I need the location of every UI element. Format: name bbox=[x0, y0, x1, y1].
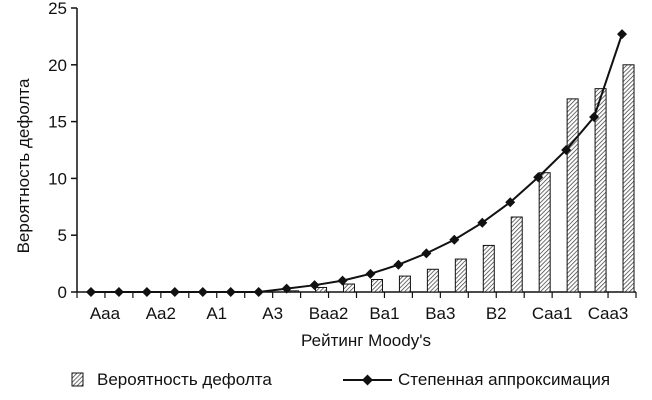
fit-point bbox=[477, 217, 488, 228]
fit-point bbox=[309, 280, 320, 291]
fit-point bbox=[113, 287, 124, 297]
x-tick-label: A3 bbox=[262, 304, 283, 323]
bar bbox=[482, 244, 495, 293]
fit-point bbox=[197, 287, 208, 297]
fit-point bbox=[533, 172, 544, 183]
fit-point bbox=[393, 259, 404, 270]
x-tick-label: Ba1 bbox=[369, 304, 399, 323]
y-tick-label: 20 bbox=[48, 56, 67, 75]
fit-point bbox=[225, 287, 236, 297]
fit-point bbox=[169, 287, 180, 297]
fit-point bbox=[365, 268, 376, 279]
bar bbox=[510, 216, 523, 293]
fit-point bbox=[141, 287, 152, 297]
legend-bar-swatch bbox=[71, 372, 84, 387]
y-axis-label: Вероятность дефолта bbox=[14, 78, 33, 253]
fit-point bbox=[253, 287, 264, 297]
x-tick-label: A1 bbox=[206, 304, 227, 323]
x-tick-label: Ba3 bbox=[425, 304, 455, 323]
bar bbox=[370, 279, 383, 293]
fit-point bbox=[281, 283, 292, 294]
fit-point bbox=[421, 248, 432, 259]
bar bbox=[426, 268, 439, 293]
x-tick-label: Caa3 bbox=[588, 304, 629, 323]
bars bbox=[287, 64, 635, 293]
fit-markers bbox=[85, 29, 628, 297]
fit-point bbox=[505, 197, 516, 208]
legend-line-label: Степенная аппроксимация bbox=[398, 370, 610, 389]
y-tick-label: 15 bbox=[48, 113, 67, 132]
bar bbox=[538, 172, 551, 293]
bar bbox=[343, 283, 356, 293]
legend-line-marker bbox=[362, 374, 373, 386]
bar bbox=[287, 290, 300, 293]
bar bbox=[315, 286, 328, 293]
fit-point bbox=[589, 112, 600, 123]
y-tick-label: 0 bbox=[58, 283, 67, 302]
bar bbox=[454, 258, 467, 293]
legend: Вероятность дефолта Степенная аппроксима… bbox=[71, 370, 610, 389]
x-tick-label: B2 bbox=[486, 304, 507, 323]
fit-point bbox=[85, 287, 96, 297]
y-tick-label: 25 bbox=[48, 0, 67, 18]
legend-bar-label: Вероятность дефолта bbox=[97, 370, 272, 389]
y-tick-label: 10 bbox=[48, 169, 67, 188]
y-tick-label: 5 bbox=[58, 226, 67, 245]
x-tick-label: Baa2 bbox=[309, 304, 349, 323]
bar bbox=[566, 98, 579, 293]
x-axis-label: Рейтинг Moody's bbox=[301, 331, 431, 350]
tick-labels: Aaa Aa2 A1 A3 Baa2 Ba1 Ba3 B2 Caa1 Caa3 bbox=[90, 304, 629, 323]
fit-point bbox=[561, 145, 572, 155]
fit-point bbox=[617, 29, 628, 40]
x-tick-label: Aaa bbox=[90, 304, 121, 323]
bar bbox=[622, 64, 635, 293]
x-tick-label: Aa2 bbox=[146, 304, 176, 323]
x-tick-label: Caa1 bbox=[532, 304, 573, 323]
fit-point bbox=[449, 234, 460, 245]
fit-point bbox=[337, 275, 348, 286]
bar bbox=[594, 88, 607, 293]
bar bbox=[398, 275, 411, 293]
